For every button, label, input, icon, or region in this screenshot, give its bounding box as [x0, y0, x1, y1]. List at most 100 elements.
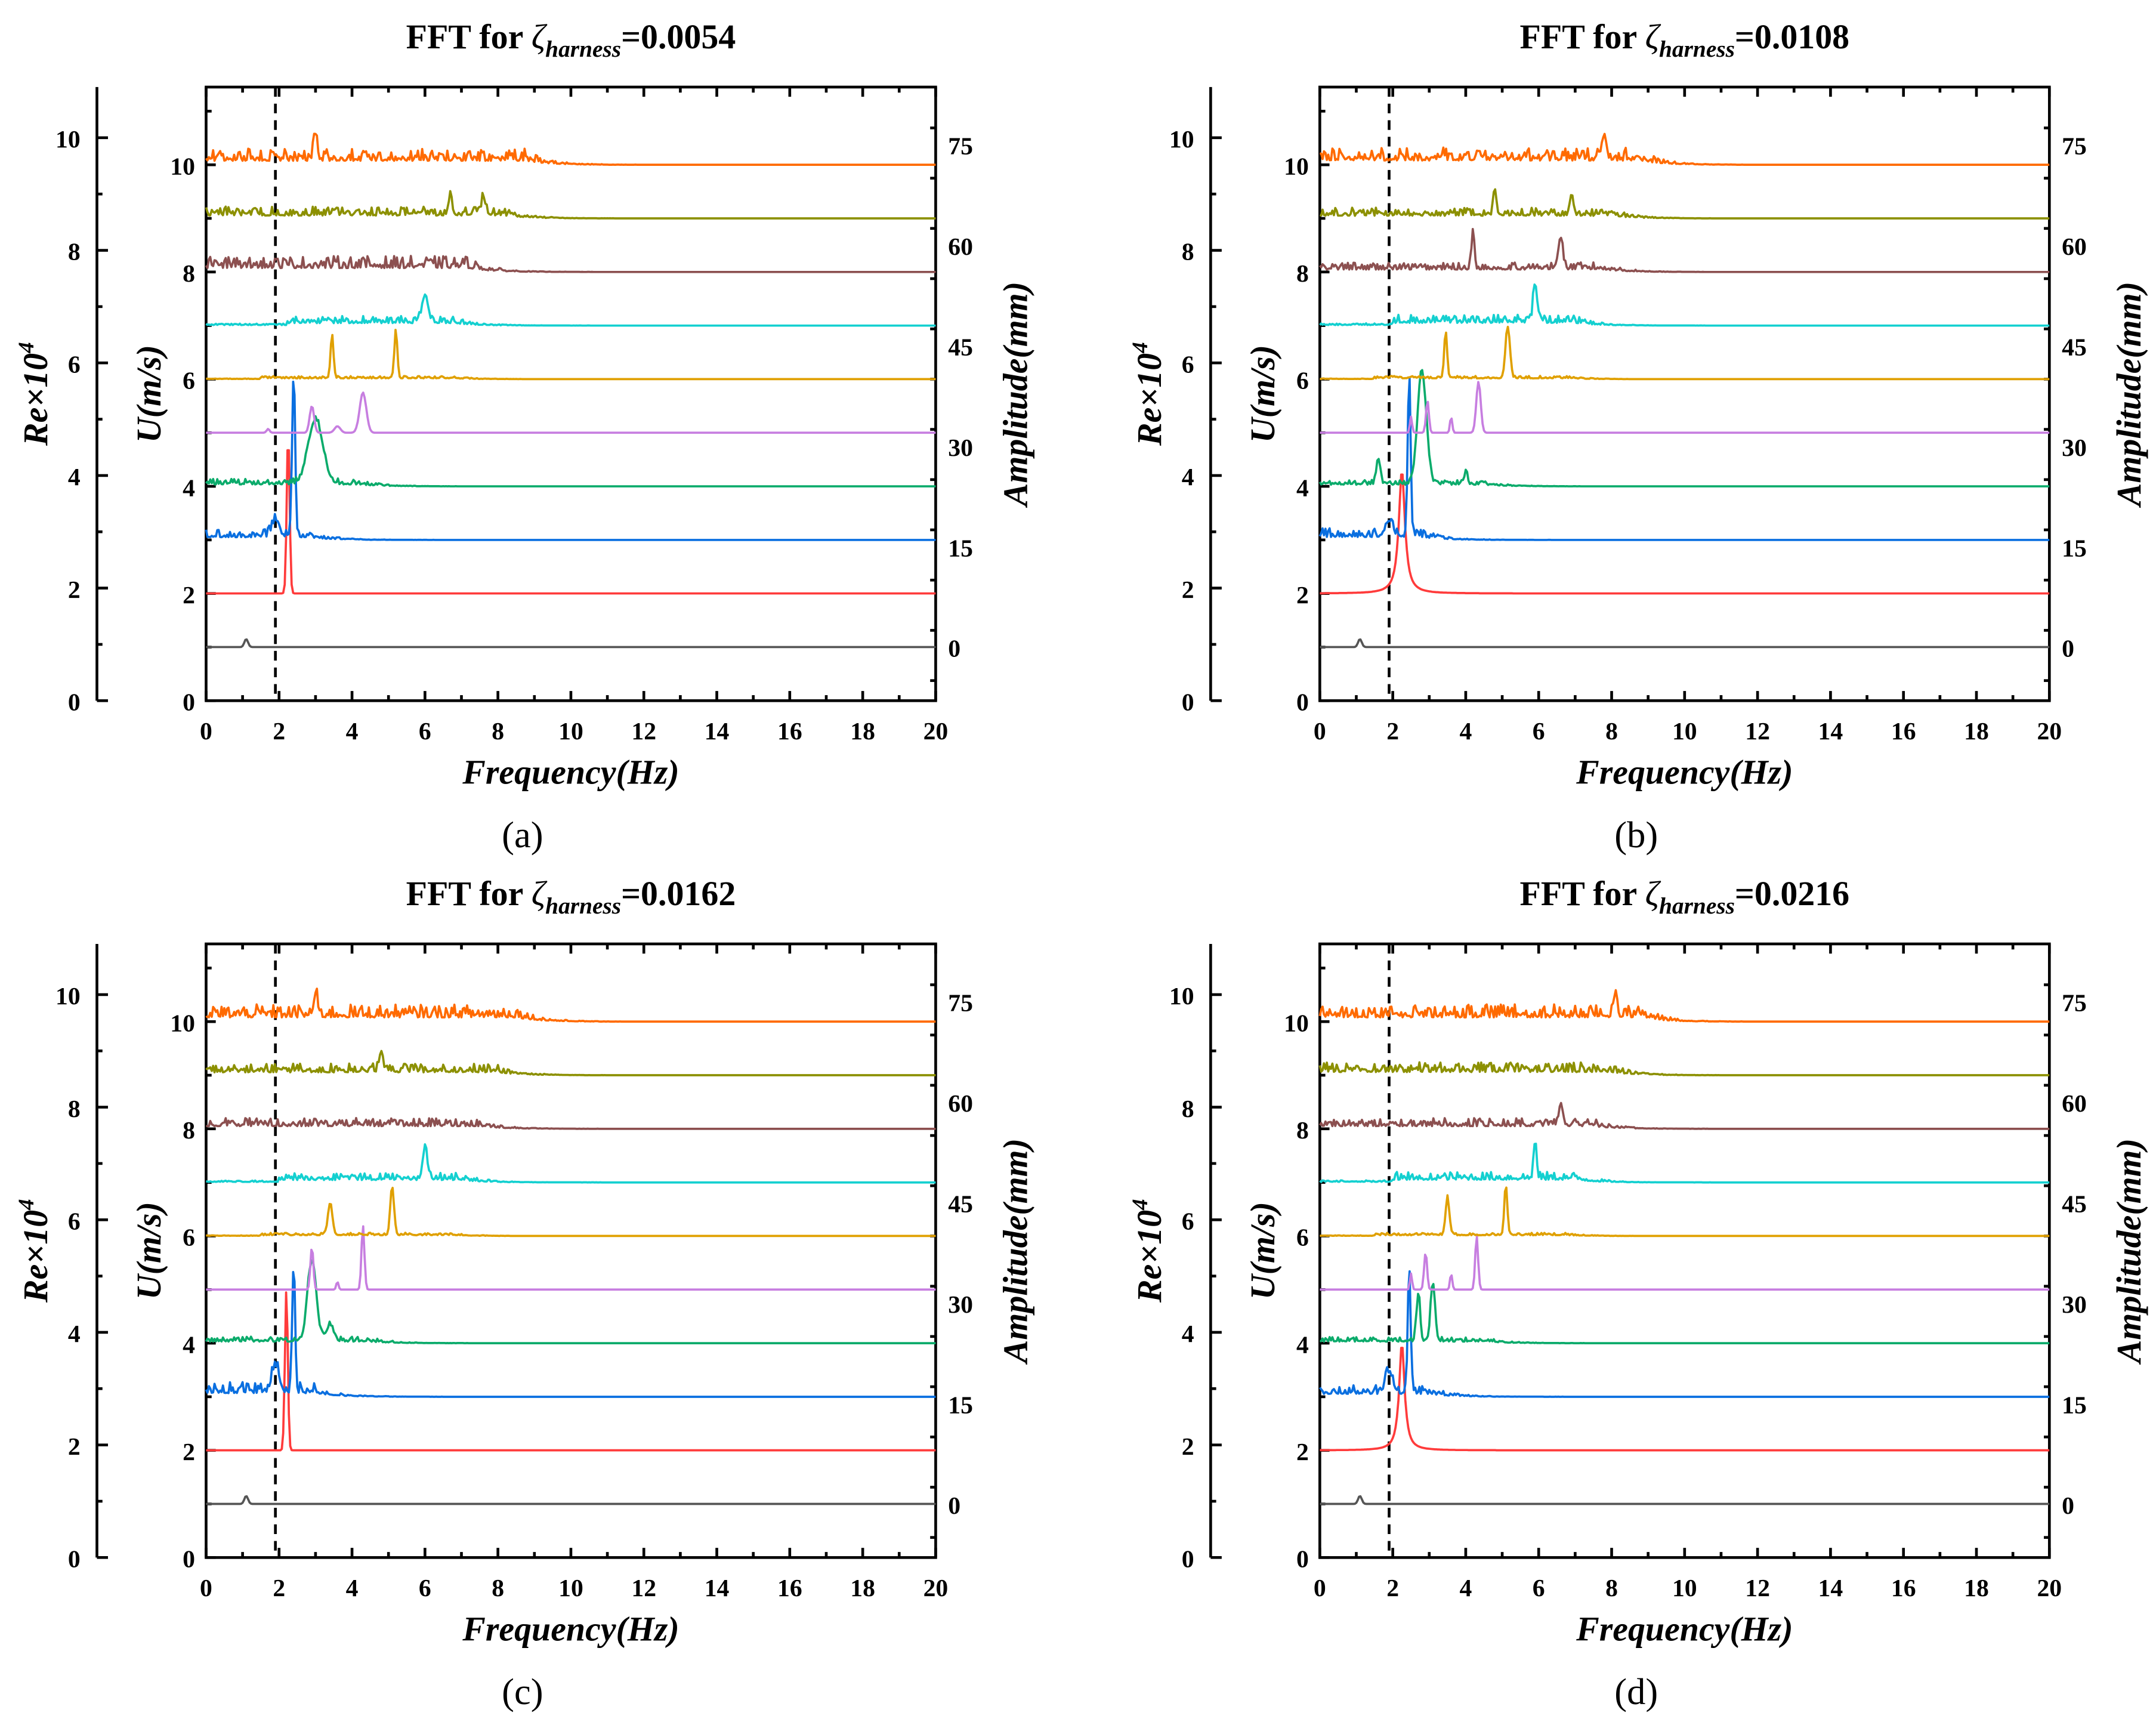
u-tick-label: 2	[183, 582, 195, 609]
series-line-U-9	[1319, 188, 2050, 220]
u-tick-label: 2	[1296, 582, 1309, 609]
amp-tick-label: 75	[948, 133, 973, 161]
u-tick-label: 6	[183, 368, 195, 395]
x-axis-label: Frequency(Hz)	[462, 1609, 679, 1648]
x-tick-label: 2	[273, 1575, 285, 1602]
amp-tick-label: 0	[2062, 635, 2074, 663]
series-line-U-10	[1318, 989, 2050, 1023]
x-tick-label: 10	[1672, 1575, 1697, 1602]
amp-tick-label: 45	[2062, 1191, 2087, 1218]
u-axis-label: U(m/s)	[129, 1202, 168, 1300]
series-line-U-1	[206, 1495, 936, 1505]
x-tick-label: 18	[1964, 718, 1989, 745]
panel-label: (b)	[1614, 814, 1658, 856]
u-tick-label: 4	[1296, 1331, 1309, 1359]
title-prefix: FFT for	[1520, 874, 1645, 913]
amp-tick-label: 0	[948, 635, 960, 663]
x-tick-label: 6	[419, 1575, 431, 1602]
series-line-U-8	[1318, 227, 2050, 273]
x-tick-label: 16	[1891, 718, 1916, 745]
amp-tick-label: 30	[2062, 434, 2087, 462]
x-tick-label: 8	[492, 718, 504, 745]
series-line-U-9	[1318, 1061, 2050, 1076]
x-tick-label: 2	[1386, 1575, 1399, 1602]
x-tick-label: 16	[777, 1575, 802, 1602]
series-line-U-5	[206, 391, 936, 434]
re-axis-label: Re×104	[14, 342, 55, 446]
u-tick-label: 6	[183, 1224, 195, 1252]
series-line-U-1	[206, 638, 936, 649]
amp-axis-label: Amplitude(mm)	[2109, 282, 2148, 508]
title-suffix: =0.0054	[621, 17, 736, 56]
x-tick-label: 20	[2037, 718, 2062, 745]
x-tick-label: 2	[1386, 718, 1399, 745]
u-tick-label: 10	[1284, 1010, 1309, 1037]
x-tick-label: 14	[705, 718, 730, 745]
series-line-U-8	[205, 255, 936, 273]
title-subscript: harness	[1659, 893, 1735, 919]
u-tick-label: 10	[1284, 153, 1309, 180]
re-label-base: Re×10	[1130, 1210, 1169, 1303]
re-tick-label: 4	[1182, 1320, 1194, 1348]
x-tick-label: 4	[1460, 718, 1472, 745]
re-label-base: Re×10	[1130, 353, 1169, 446]
series-line-U-7	[205, 293, 936, 327]
plot-frame	[205, 942, 937, 1559]
panel-label: (d)	[1614, 1671, 1658, 1712]
series-line-U-3	[205, 1270, 936, 1398]
x-tick-label: 20	[923, 718, 949, 745]
title-symbol: ζ	[532, 17, 548, 56]
re-tick-label: 0	[68, 689, 81, 717]
series-line-U-1	[1320, 638, 2050, 649]
amp-axis-label: Amplitude(mm)	[996, 282, 1034, 508]
x-axis-label: Frequency(Hz)	[1576, 1609, 1793, 1648]
title-prefix: FFT for	[406, 17, 532, 56]
plot-frame	[1318, 942, 2051, 1559]
title-symbol: ζ	[532, 874, 548, 913]
x-tick-label: 18	[850, 1575, 875, 1602]
re-tick-label: 8	[68, 1095, 81, 1123]
re-label-base: Re×10	[16, 1210, 55, 1303]
x-tick-label: 10	[558, 718, 583, 745]
re-tick-label: 10	[55, 126, 81, 153]
series-line-U-5	[1320, 381, 2050, 434]
x-axis-label: Frequency(Hz)	[462, 752, 679, 791]
amp-tick-label: 45	[948, 334, 973, 361]
series-line-U-2	[1320, 1347, 2050, 1452]
amp-tick-label: 15	[2062, 1391, 2087, 1419]
u-tick-label: 8	[183, 1117, 195, 1144]
series-line-U-4	[205, 1258, 936, 1344]
series-line-U-3	[1318, 1270, 2050, 1398]
plot-frame	[1318, 85, 2051, 702]
title-subscript: harness	[545, 893, 621, 919]
x-tick-label: 0	[1314, 1575, 1326, 1602]
re-tick-label: 6	[68, 351, 81, 378]
x-tick-label: 12	[1745, 718, 1770, 745]
re-tick-label: 2	[68, 1433, 81, 1461]
re-axis-label: Re×104	[1128, 342, 1169, 446]
u-tick-label: 4	[1296, 474, 1309, 502]
series-line-U-6	[206, 329, 936, 381]
series-line-U-2	[206, 449, 936, 595]
u-tick-label: 4	[183, 1331, 195, 1359]
x-tick-label: 20	[2037, 1575, 2062, 1602]
x-tick-label: 6	[1533, 1575, 1545, 1602]
x-tick-label: 0	[200, 718, 212, 745]
x-tick-label: 14	[1818, 718, 1843, 745]
series-line-U-5	[1320, 1236, 2050, 1291]
x-tick-label: 4	[346, 718, 359, 745]
x-tick-label: 8	[492, 1575, 504, 1602]
amp-tick-label: 15	[948, 535, 973, 562]
title-suffix: =0.0108	[1735, 17, 1849, 56]
x-tick-label: 4	[346, 1575, 359, 1602]
plot-frame	[205, 85, 937, 702]
x-tick-label: 6	[1533, 718, 1545, 745]
title-symbol: ζ	[1645, 17, 1661, 56]
title-suffix: =0.0162	[621, 874, 736, 913]
re-label-base: Re×10	[16, 353, 55, 446]
series-line-U-10	[205, 132, 936, 166]
amp-tick-label: 15	[2062, 535, 2087, 562]
amp-tick-label: 0	[948, 1492, 960, 1520]
x-tick-label: 18	[1964, 1575, 1989, 1602]
